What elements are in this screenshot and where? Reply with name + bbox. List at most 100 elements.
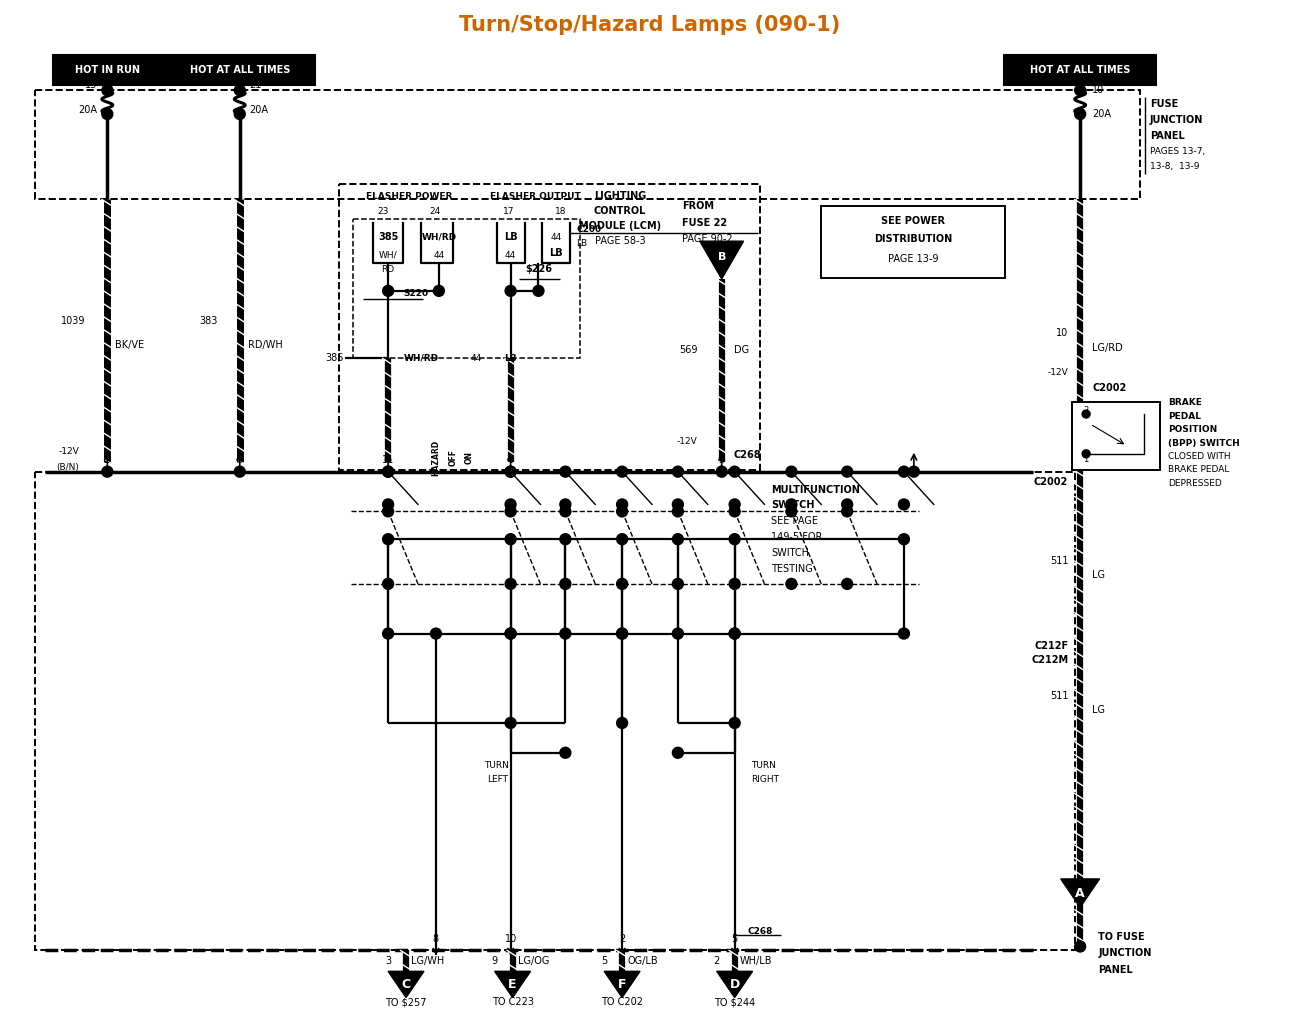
- Circle shape: [672, 506, 684, 517]
- Circle shape: [1082, 450, 1091, 458]
- Circle shape: [533, 285, 543, 296]
- Text: 2: 2: [1083, 405, 1089, 415]
- Text: F: F: [618, 978, 627, 991]
- Text: C212F: C212F: [1034, 642, 1069, 651]
- Circle shape: [841, 506, 853, 517]
- Text: SWITCH: SWITCH: [771, 500, 815, 511]
- Text: 2: 2: [714, 956, 720, 967]
- Circle shape: [382, 628, 394, 639]
- Text: 23: 23: [377, 207, 389, 216]
- Text: LG/WH: LG/WH: [411, 956, 445, 967]
- Polygon shape: [699, 242, 744, 279]
- Text: -12V: -12V: [1048, 368, 1069, 377]
- Text: PAGES 13-7,: PAGES 13-7,: [1150, 148, 1205, 157]
- Text: 11: 11: [382, 455, 394, 465]
- Circle shape: [506, 628, 516, 639]
- Circle shape: [672, 466, 684, 477]
- Text: FROM: FROM: [682, 201, 714, 211]
- Bar: [35, 90, 1140, 199]
- Text: WH/: WH/: [378, 251, 398, 260]
- Circle shape: [506, 534, 516, 545]
- Text: FLASHER OUTPUT: FLASHER OUTPUT: [490, 192, 581, 201]
- Circle shape: [1082, 410, 1091, 418]
- Circle shape: [729, 628, 740, 639]
- Text: 44: 44: [433, 251, 445, 260]
- Circle shape: [506, 499, 516, 510]
- Text: CONTROL: CONTROL: [594, 206, 646, 216]
- Text: CLOSED WITH: CLOSED WITH: [1167, 452, 1230, 461]
- Circle shape: [560, 628, 571, 639]
- Text: 6: 6: [507, 455, 514, 465]
- Circle shape: [506, 466, 516, 477]
- Text: MULTIFUNCTION: MULTIFUNCTION: [771, 484, 861, 494]
- Circle shape: [382, 285, 394, 296]
- Circle shape: [1075, 85, 1086, 96]
- Text: D: D: [729, 978, 740, 991]
- Text: DISTRIBUTION: DISTRIBUTION: [874, 235, 952, 245]
- Circle shape: [234, 108, 246, 119]
- Circle shape: [506, 578, 516, 589]
- Text: 569: 569: [680, 346, 698, 356]
- Text: Turn/Stop/Hazard Lamps (090-1): Turn/Stop/Hazard Lamps (090-1): [459, 14, 841, 34]
- Text: PAGE 90-2: PAGE 90-2: [682, 235, 732, 245]
- Circle shape: [506, 466, 516, 477]
- Circle shape: [841, 499, 853, 510]
- Circle shape: [101, 85, 113, 96]
- Text: BRAKE PEDAL: BRAKE PEDAL: [1167, 465, 1230, 474]
- Text: 15: 15: [84, 80, 98, 90]
- Text: 9: 9: [491, 956, 498, 967]
- Circle shape: [234, 85, 246, 96]
- Text: 511: 511: [1049, 556, 1069, 566]
- Circle shape: [616, 628, 628, 639]
- Circle shape: [433, 285, 445, 296]
- Polygon shape: [495, 972, 530, 998]
- Text: LG/OG: LG/OG: [517, 956, 549, 967]
- Bar: [35, 472, 1075, 950]
- Circle shape: [616, 718, 628, 729]
- Text: PEDAL: PEDAL: [1167, 411, 1201, 421]
- Circle shape: [898, 628, 910, 639]
- Text: E: E: [508, 978, 517, 991]
- Bar: [1072, 402, 1160, 470]
- Text: C200: C200: [576, 224, 602, 234]
- Circle shape: [729, 628, 740, 639]
- Text: FUSE 22: FUSE 22: [682, 218, 727, 228]
- Text: OG/LB: OG/LB: [627, 956, 658, 967]
- Circle shape: [616, 499, 628, 510]
- Text: TO C202: TO C202: [601, 997, 644, 1007]
- Circle shape: [560, 506, 571, 517]
- Text: BK/VE: BK/VE: [116, 341, 144, 351]
- Text: 4: 4: [237, 455, 243, 465]
- Circle shape: [898, 466, 910, 477]
- Circle shape: [729, 466, 740, 477]
- Text: 2: 2: [619, 933, 625, 943]
- Text: WH/RD: WH/RD: [403, 354, 438, 363]
- Text: LG: LG: [1092, 570, 1105, 580]
- Text: HAZARD: HAZARD: [432, 440, 441, 476]
- Text: RIGHT: RIGHT: [751, 775, 780, 785]
- Circle shape: [786, 578, 797, 589]
- Text: DG: DG: [733, 346, 749, 356]
- Text: C268: C268: [747, 927, 773, 936]
- Text: JUNCTION: JUNCTION: [1150, 115, 1204, 125]
- Text: -12V: -12V: [58, 447, 79, 456]
- Circle shape: [616, 506, 628, 517]
- Text: 149-5 FOR: 149-5 FOR: [771, 532, 823, 542]
- Text: OFF: OFF: [448, 449, 458, 466]
- Circle shape: [841, 466, 853, 477]
- Text: 44: 44: [504, 251, 516, 260]
- Text: LG/RD: LG/RD: [1092, 344, 1123, 354]
- Circle shape: [234, 466, 246, 477]
- Text: LB: LB: [576, 239, 588, 248]
- Text: RD: RD: [382, 265, 395, 274]
- Text: 13-8,  13-9: 13-8, 13-9: [1150, 162, 1200, 171]
- Text: 511: 511: [1049, 692, 1069, 702]
- Circle shape: [506, 718, 516, 729]
- Text: C2002: C2002: [1034, 476, 1069, 486]
- Text: 5: 5: [601, 956, 607, 967]
- Circle shape: [560, 578, 571, 589]
- Circle shape: [898, 534, 910, 545]
- Text: 44: 44: [471, 354, 481, 363]
- Circle shape: [560, 534, 571, 545]
- Circle shape: [506, 506, 516, 517]
